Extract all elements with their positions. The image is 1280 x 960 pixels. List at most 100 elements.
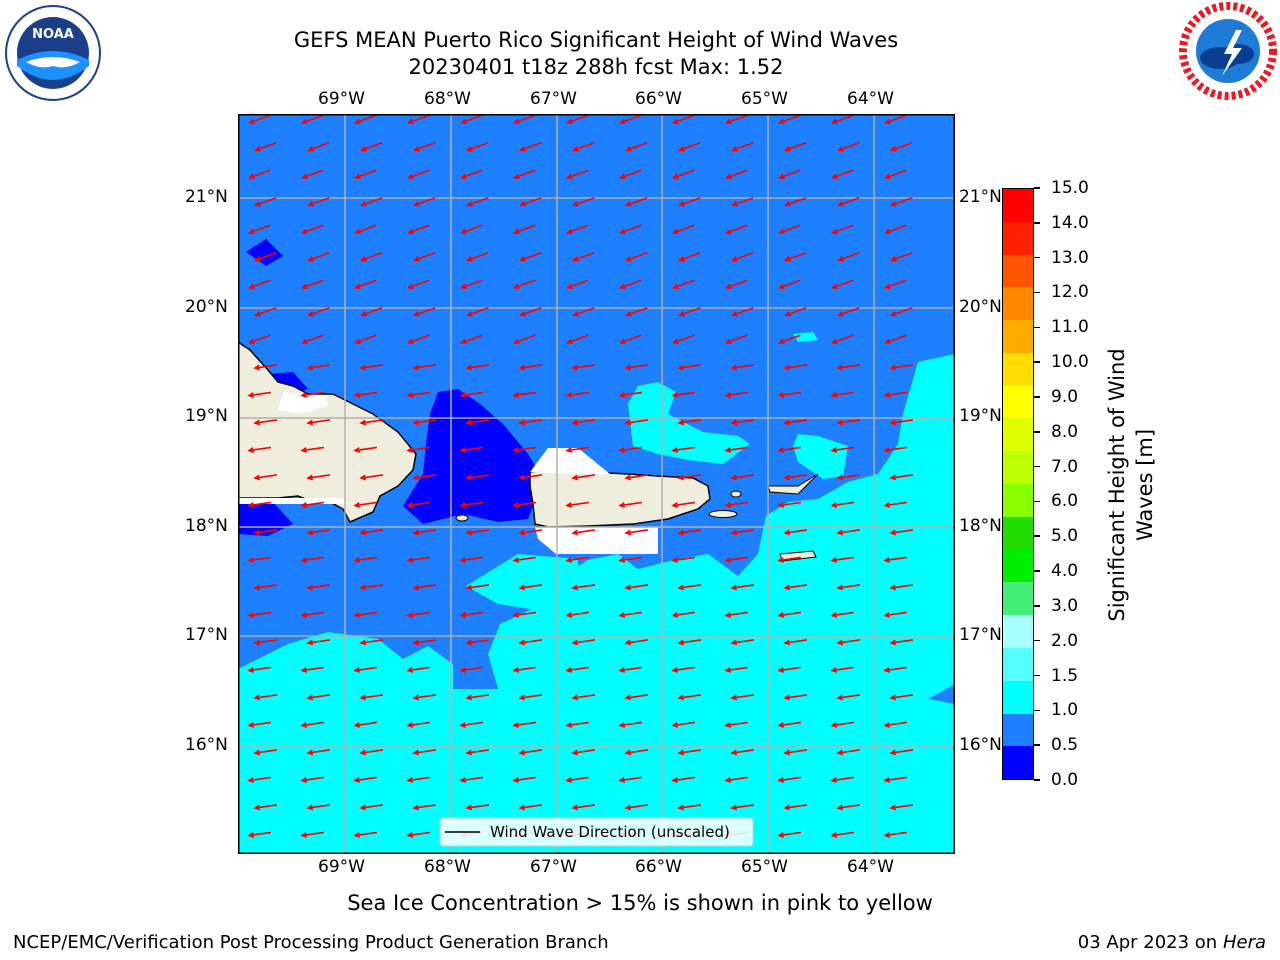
wind-wave-arrow (889, 694, 914, 701)
wind-wave-arrow (412, 196, 436, 207)
wind-wave-arrow (677, 749, 702, 756)
wind-wave-arrow (353, 776, 378, 783)
wind-wave-arrow (306, 474, 331, 481)
wind-wave-arrow (889, 584, 914, 591)
wind-wave-arrow (247, 611, 272, 618)
wind-wave-arrow (836, 419, 861, 426)
wind-wave-arrow (830, 334, 854, 345)
wind-wave-arrow (306, 694, 331, 701)
wind-wave-arrow (247, 831, 272, 838)
wind-wave-arrow (724, 556, 749, 563)
wind-wave-arrow (465, 529, 490, 536)
wind-wave-arrow (624, 419, 649, 426)
wind-wave-arrow (300, 224, 324, 235)
lon-label-top-64w: 64°W (847, 89, 894, 109)
wind-wave-arrow (459, 169, 483, 180)
wind-wave-arrow (300, 831, 325, 838)
wind-wave-arrow (777, 721, 802, 728)
footer-left: NCEP/EMC/Verification Post Processing Pr… (13, 932, 609, 953)
wind-wave-arrow (306, 306, 330, 317)
wind-wave-arrow (677, 364, 702, 371)
colorbar-tick-label: 6.0 (1051, 491, 1079, 512)
wind-wave-arrow (512, 721, 537, 728)
wind-wave-arrow (512, 169, 536, 180)
lon-label-bottom-67w: 67°W (530, 857, 577, 877)
wind-wave-arrow (571, 694, 596, 701)
map-legend: Wind Wave Direction (unscaled) (439, 817, 754, 847)
wind-wave-arrow (836, 584, 861, 591)
colorbar-tick-mark (1034, 570, 1040, 572)
wind-wave-arrow (300, 666, 325, 673)
wind-wave-arrow (406, 391, 431, 398)
wind-wave-arrow (306, 196, 330, 207)
wind-wave-arrow (883, 446, 908, 453)
colorbar-tick-mark (1034, 326, 1040, 329)
colorbar-segment (1003, 582, 1033, 616)
wind-wave-arrow (512, 501, 537, 508)
chart-title: GEFS MEAN Puerto Rico Significant Height… (293, 28, 899, 52)
wind-wave-arrow (883, 776, 908, 783)
colorbar-segment (1003, 549, 1033, 583)
wind-wave-arrow (571, 584, 596, 591)
wind-wave-arrow (247, 169, 271, 180)
wind-wave-arrow (618, 169, 642, 180)
wind-wave-arrow (247, 501, 272, 508)
wind-wave-arrow (571, 306, 595, 317)
wind-wave-arrow (465, 141, 489, 152)
wind-wave-arrow (724, 501, 749, 508)
lon-label-top-65w: 65°W (741, 89, 788, 109)
colorbar-tick-label: 4.0 (1051, 561, 1079, 582)
wind-wave-arrow (406, 114, 430, 125)
wind-wave-arrow (883, 279, 907, 290)
wind-wave-arrow (883, 114, 907, 125)
wind-wave-arrow (730, 141, 754, 152)
wind-wave-arrow (836, 306, 860, 317)
lat-label-left-17n: 17°N (185, 625, 228, 645)
colorbar-label-line2: Waves [m] (1133, 429, 1157, 541)
wind-wave-arrow (618, 279, 642, 290)
wind-wave-arrow (836, 804, 861, 811)
wind-wave-arrow (300, 446, 325, 453)
wind-wave-arrow (618, 721, 643, 728)
wind-wave-arrow (406, 334, 430, 345)
colorbar-segment (1003, 615, 1033, 648)
colorbar-tick-mark (1034, 744, 1040, 746)
wind-wave-arrow (677, 474, 702, 481)
wave-zone-high-east (793, 434, 848, 479)
colorbar-segment (1003, 713, 1033, 747)
colorbar-tick-label: 7.0 (1051, 456, 1079, 477)
wind-wave-arrow (883, 334, 907, 345)
lat-label-right-18n: 18°N (959, 516, 1002, 536)
wind-wave-arrow (518, 804, 543, 811)
wind-wave-arrow (571, 474, 596, 481)
wind-wave-arrow (777, 224, 801, 235)
wind-wave-arrow (406, 721, 431, 728)
wind-wave-arrow (618, 611, 643, 618)
colorbar-label-wrap: Significant Height of Wind Waves [m] (1102, 180, 1162, 790)
wind-wave-arrow (247, 666, 272, 673)
wind-wave-arrow (412, 251, 436, 262)
wind-wave-arrow (783, 639, 808, 646)
wind-wave-arrow (830, 501, 855, 508)
wind-wave-arrow (624, 749, 649, 756)
colorbar-segment (1003, 746, 1033, 780)
wind-wave-arrow (512, 446, 537, 453)
wind-wave-arrow (412, 639, 437, 646)
wind-wave-arrow (671, 279, 695, 290)
wind-wave-arrow (253, 804, 278, 811)
wind-wave-arrow (406, 611, 431, 618)
lat-label-left-16n: 16°N (185, 735, 228, 755)
wind-wave-arrow (300, 556, 325, 563)
wind-wave-arrow (830, 446, 855, 453)
wind-wave-arrow (571, 364, 596, 371)
wind-wave-arrow (730, 474, 755, 481)
wind-wave-arrow (830, 666, 855, 673)
wind-wave-arrow (730, 251, 754, 262)
colorbar-tick-mark (1034, 361, 1040, 363)
map-canvas: Wind Wave Direction (unscaled) (237, 114, 955, 854)
wind-wave-arrow (565, 446, 590, 453)
wind-wave-arrow (406, 666, 431, 673)
wind-wave-arrow (830, 114, 854, 125)
wind-wave-arrow (571, 419, 596, 426)
wind-wave-arrow (253, 419, 278, 426)
